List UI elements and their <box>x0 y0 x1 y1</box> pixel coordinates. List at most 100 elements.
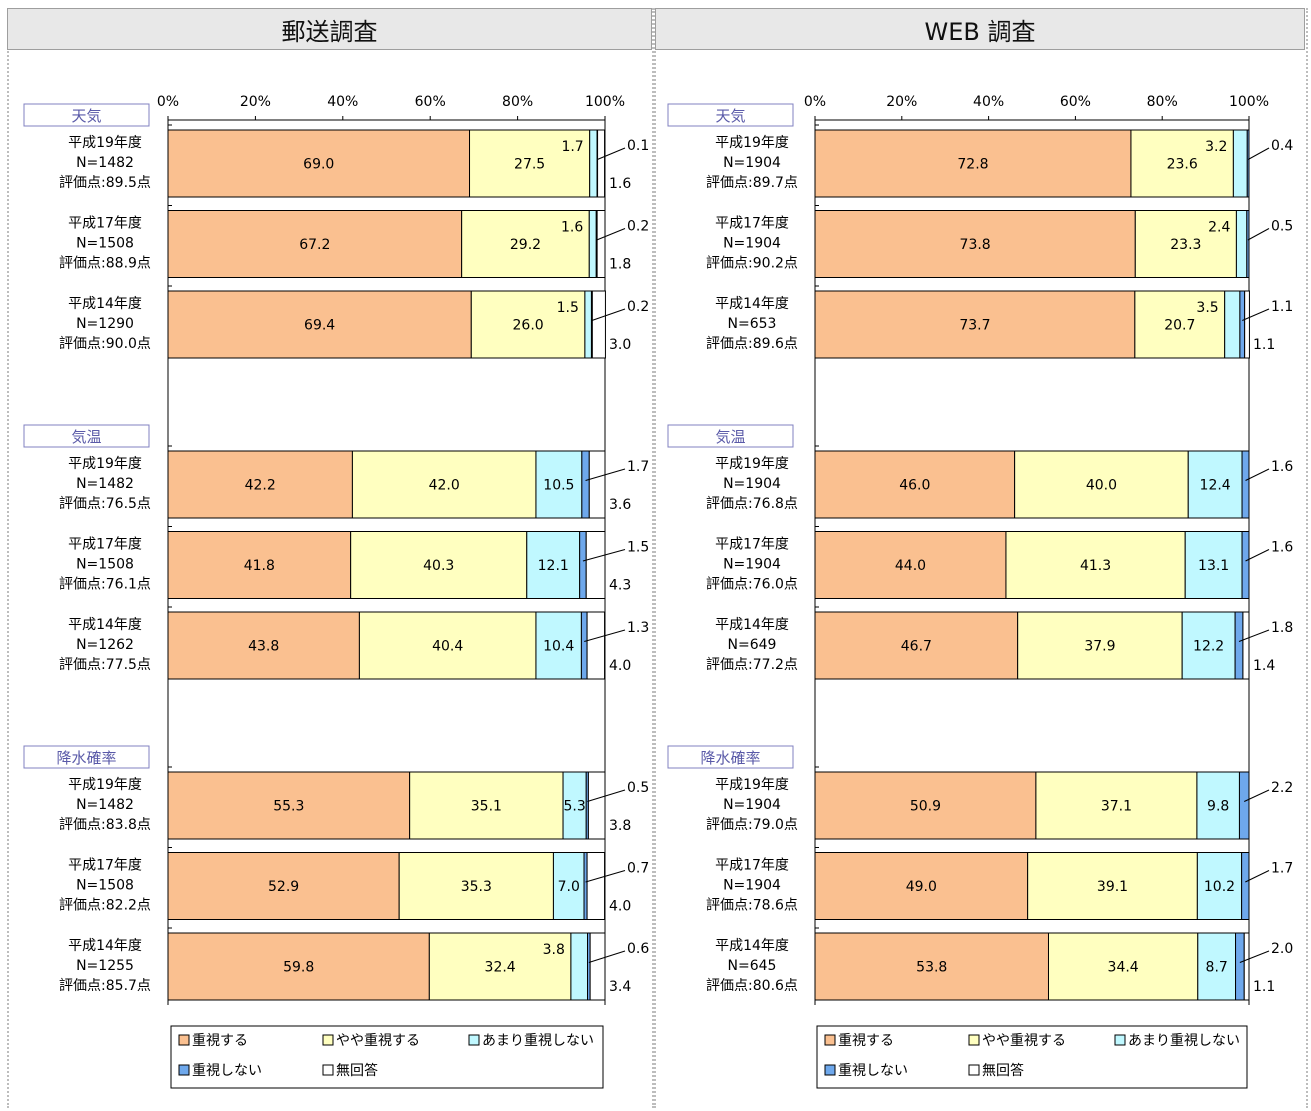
bar-segment <box>167 611 360 680</box>
bar-segment <box>1234 611 1244 680</box>
row-label-line: 評価点:85.7点 <box>59 978 151 994</box>
bar-segment <box>580 611 588 680</box>
row-label-line: 平成19年度 <box>68 135 142 151</box>
leader-line <box>1244 789 1270 802</box>
bar-segment <box>167 932 430 1001</box>
data-label: 5.3 <box>563 799 585 815</box>
data-label: 40.0 <box>1086 478 1117 494</box>
data-label: 4.3 <box>609 578 631 594</box>
bar-segment <box>1241 450 1250 519</box>
row-label-line: 平成19年度 <box>715 456 789 472</box>
category-box <box>23 103 150 127</box>
data-label: 3.2 <box>1205 139 1227 155</box>
row-label-line: N=1255 <box>76 958 134 974</box>
row-label-line: 評価点:89.7点 <box>706 175 798 191</box>
bar-segment <box>1235 210 1248 278</box>
row-label-line: N=1508 <box>76 236 134 252</box>
leader-line <box>596 228 626 241</box>
data-label: 1.6 <box>609 176 631 192</box>
x-tick-label: 80% <box>502 94 533 110</box>
x-tick-label: 20% <box>240 94 271 110</box>
row-label-line: 平成17年度 <box>715 858 789 874</box>
data-label: 0.5 <box>1271 219 1293 235</box>
right-panel-frame <box>654 8 1308 1108</box>
x-tick-label: 40% <box>973 94 1004 110</box>
data-label: 1.1 <box>1253 337 1275 353</box>
x-tick-label: 80% <box>1147 94 1178 110</box>
data-label: 12.2 <box>1193 639 1224 655</box>
bar-segment <box>1047 932 1199 1001</box>
bar-segment <box>584 290 592 359</box>
data-label: 0.6 <box>627 941 649 957</box>
legend-label: あまり重視しない <box>1128 1033 1240 1049</box>
row-label-line: 平成19年度 <box>68 777 142 793</box>
leader-line <box>1245 468 1270 481</box>
row-label-line: 評価点:77.5点 <box>59 657 151 673</box>
row-label-line: N=1904 <box>723 476 781 492</box>
data-label: 50.9 <box>910 799 941 815</box>
legend-swatch <box>1114 1034 1126 1046</box>
data-label: 41.3 <box>1080 558 1111 574</box>
category-label: 天気 <box>71 107 101 125</box>
bar-segment <box>587 771 606 840</box>
row-label-line: N=1290 <box>76 316 134 332</box>
leader-line <box>582 549 626 562</box>
bar-segment <box>1017 611 1183 680</box>
row-label-line: 平成14年度 <box>715 617 789 633</box>
bar-segment <box>1246 129 1250 198</box>
data-label: 41.8 <box>244 558 275 574</box>
bar-segment <box>470 290 586 359</box>
data-label: 35.3 <box>461 879 492 895</box>
data-label: 42.2 <box>245 478 276 494</box>
leader-line <box>585 468 626 481</box>
category-label: 気温 <box>71 428 101 446</box>
data-label: 49.0 <box>906 879 937 895</box>
data-label: 12.4 <box>1200 478 1231 494</box>
bar-segment <box>579 531 587 599</box>
row-label-line: 平成17年度 <box>68 216 142 232</box>
data-label: 0.2 <box>627 299 649 315</box>
bar-segment <box>1243 932 1250 1001</box>
row-label-line: 評価点:77.2点 <box>706 657 798 673</box>
x-tick-label: 0% <box>157 94 179 110</box>
row-label-line: 平成19年度 <box>715 777 789 793</box>
bar-segment <box>1238 771 1250 840</box>
row-label-line: 平成17年度 <box>68 537 142 553</box>
bar-segment <box>1246 210 1250 278</box>
data-label: 1.8 <box>609 257 631 273</box>
category-label: 天気 <box>715 107 745 125</box>
row-label-line: 評価点:89.5点 <box>59 175 151 191</box>
leader-line <box>585 870 626 883</box>
row-label-line: 評価点:88.9点 <box>59 256 151 272</box>
leader-line <box>1245 549 1270 562</box>
data-label: 2.2 <box>1271 780 1293 796</box>
bar-segment <box>167 852 400 920</box>
bar-segment <box>167 129 471 198</box>
bar-segment <box>409 771 564 840</box>
data-label: 34.4 <box>1108 960 1139 976</box>
legend-label: 重視しない <box>192 1063 262 1079</box>
data-label: 0.4 <box>1271 138 1293 154</box>
row-label-line: 平成19年度 <box>715 135 789 151</box>
left-panel-title: 郵送調査 <box>7 8 652 50</box>
x-tick-label: 60% <box>1060 94 1091 110</box>
x-tick-label: 40% <box>327 94 358 110</box>
leader-line <box>1245 870 1270 883</box>
row-label-line: N=649 <box>728 637 777 653</box>
data-label: 0.7 <box>627 861 649 877</box>
bar-segment <box>814 210 1136 278</box>
category-box <box>23 424 150 448</box>
data-label: 0.2 <box>627 219 649 235</box>
row-label-line: 平成14年度 <box>68 938 142 954</box>
row-label-line: N=1482 <box>76 797 134 813</box>
leader-line <box>591 308 626 321</box>
data-label: 3.0 <box>609 337 631 353</box>
legend-label: やや重視する <box>336 1033 420 1049</box>
row-label-line: N=1508 <box>76 878 134 894</box>
bar-segment <box>814 531 1007 599</box>
bar-segment <box>428 932 572 1001</box>
data-label: 53.8 <box>916 960 947 976</box>
data-label: 72.8 <box>957 157 988 173</box>
